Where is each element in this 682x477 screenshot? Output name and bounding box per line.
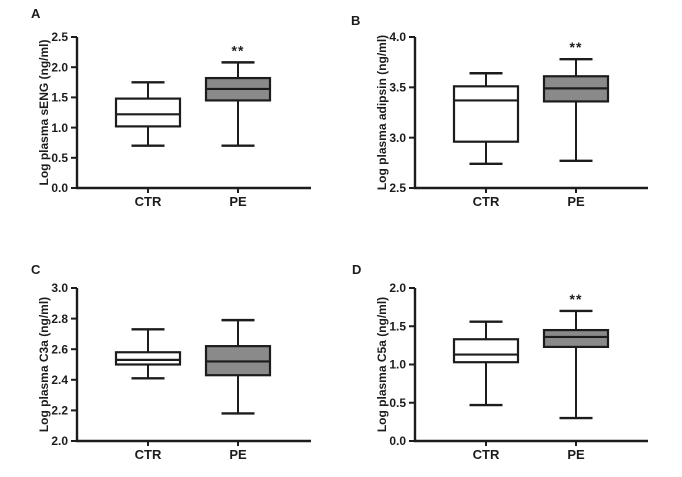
y-tick-label: 1.0 [51,121,68,135]
x-category-label: PE [567,447,585,462]
panel-C: C 2.0 2.2 2.4 2.6 2.8 3.0 Log plasma C3a (ng/m… [0,238,341,477]
iqr-box-CTR [114,97,182,128]
x-category-label: CTR [473,194,500,209]
y-tick-label: 0.5 [51,151,68,165]
x-category-label: CTR [473,447,500,462]
panel-label-A: A [31,6,41,21]
y-tick-label: 3.0 [51,281,68,295]
significance-marker: ** [570,291,583,307]
y-tick-label: 4.0 [389,30,406,44]
y-tick-label: 2.0 [51,434,68,448]
y-tick-label: 2.5 [389,181,406,195]
y-tick-label: 1.0 [389,358,406,372]
iqr-box-PE [542,328,610,349]
iqr-box-CTR [114,351,182,366]
x-category-label: CTR [135,447,162,462]
y-tick-label: 1.5 [51,91,68,105]
panel-label-C: C [31,262,41,277]
y-tick-label: 0.0 [51,181,68,195]
y-axis-title: Log plasma C3a (ng/ml) [37,297,51,432]
significance-marker: ** [570,39,583,55]
panel-B: B 2.5 3.0 3.5 4.0 Log plasma adipsin (ng/ml)… [341,0,682,239]
x-category-label: PE [229,447,247,462]
x-category-label: PE [567,194,585,209]
y-axis-title: Log plasma adipsin (ng/ml) [375,35,389,190]
panel-label-B: B [351,13,361,28]
panel-D: D 0.0 0.5 1.0 1.5 2.0 Log plasma C5a (ng/ml) C… [341,238,682,477]
y-tick-label: 2.6 [51,342,68,356]
x-category-label: PE [229,194,247,209]
x-category-label: CTR [135,194,162,209]
significance-marker: ** [232,42,245,58]
y-tick-label: 2.4 [51,373,68,387]
iqr-box-CTR [452,338,520,364]
panel-A: A 0.0 0.5 1.0 1.5 2.0 2.5 Log plasma sENG (ng/… [0,0,341,239]
y-tick-label: 2.5 [51,30,68,44]
y-tick-label: 2.0 [51,60,68,74]
y-tick-label: 1.5 [389,319,406,333]
y-tick-label: 3.0 [389,131,406,145]
y-tick-label: 3.5 [389,81,406,95]
y-tick-label: 2.0 [389,281,406,295]
y-tick-label: 2.2 [51,404,68,418]
panel-label-D: D [352,262,362,277]
y-tick-label: 2.8 [51,312,68,326]
y-axis-title: Log plasma C5a (ng/ml) [375,297,389,432]
iqr-box-CTR [452,85,520,143]
y-tick-label: 0.0 [389,434,406,448]
y-tick-label: 0.5 [389,396,406,410]
y-axis-title: Log plasma sENG (ng/ml) [37,39,51,185]
